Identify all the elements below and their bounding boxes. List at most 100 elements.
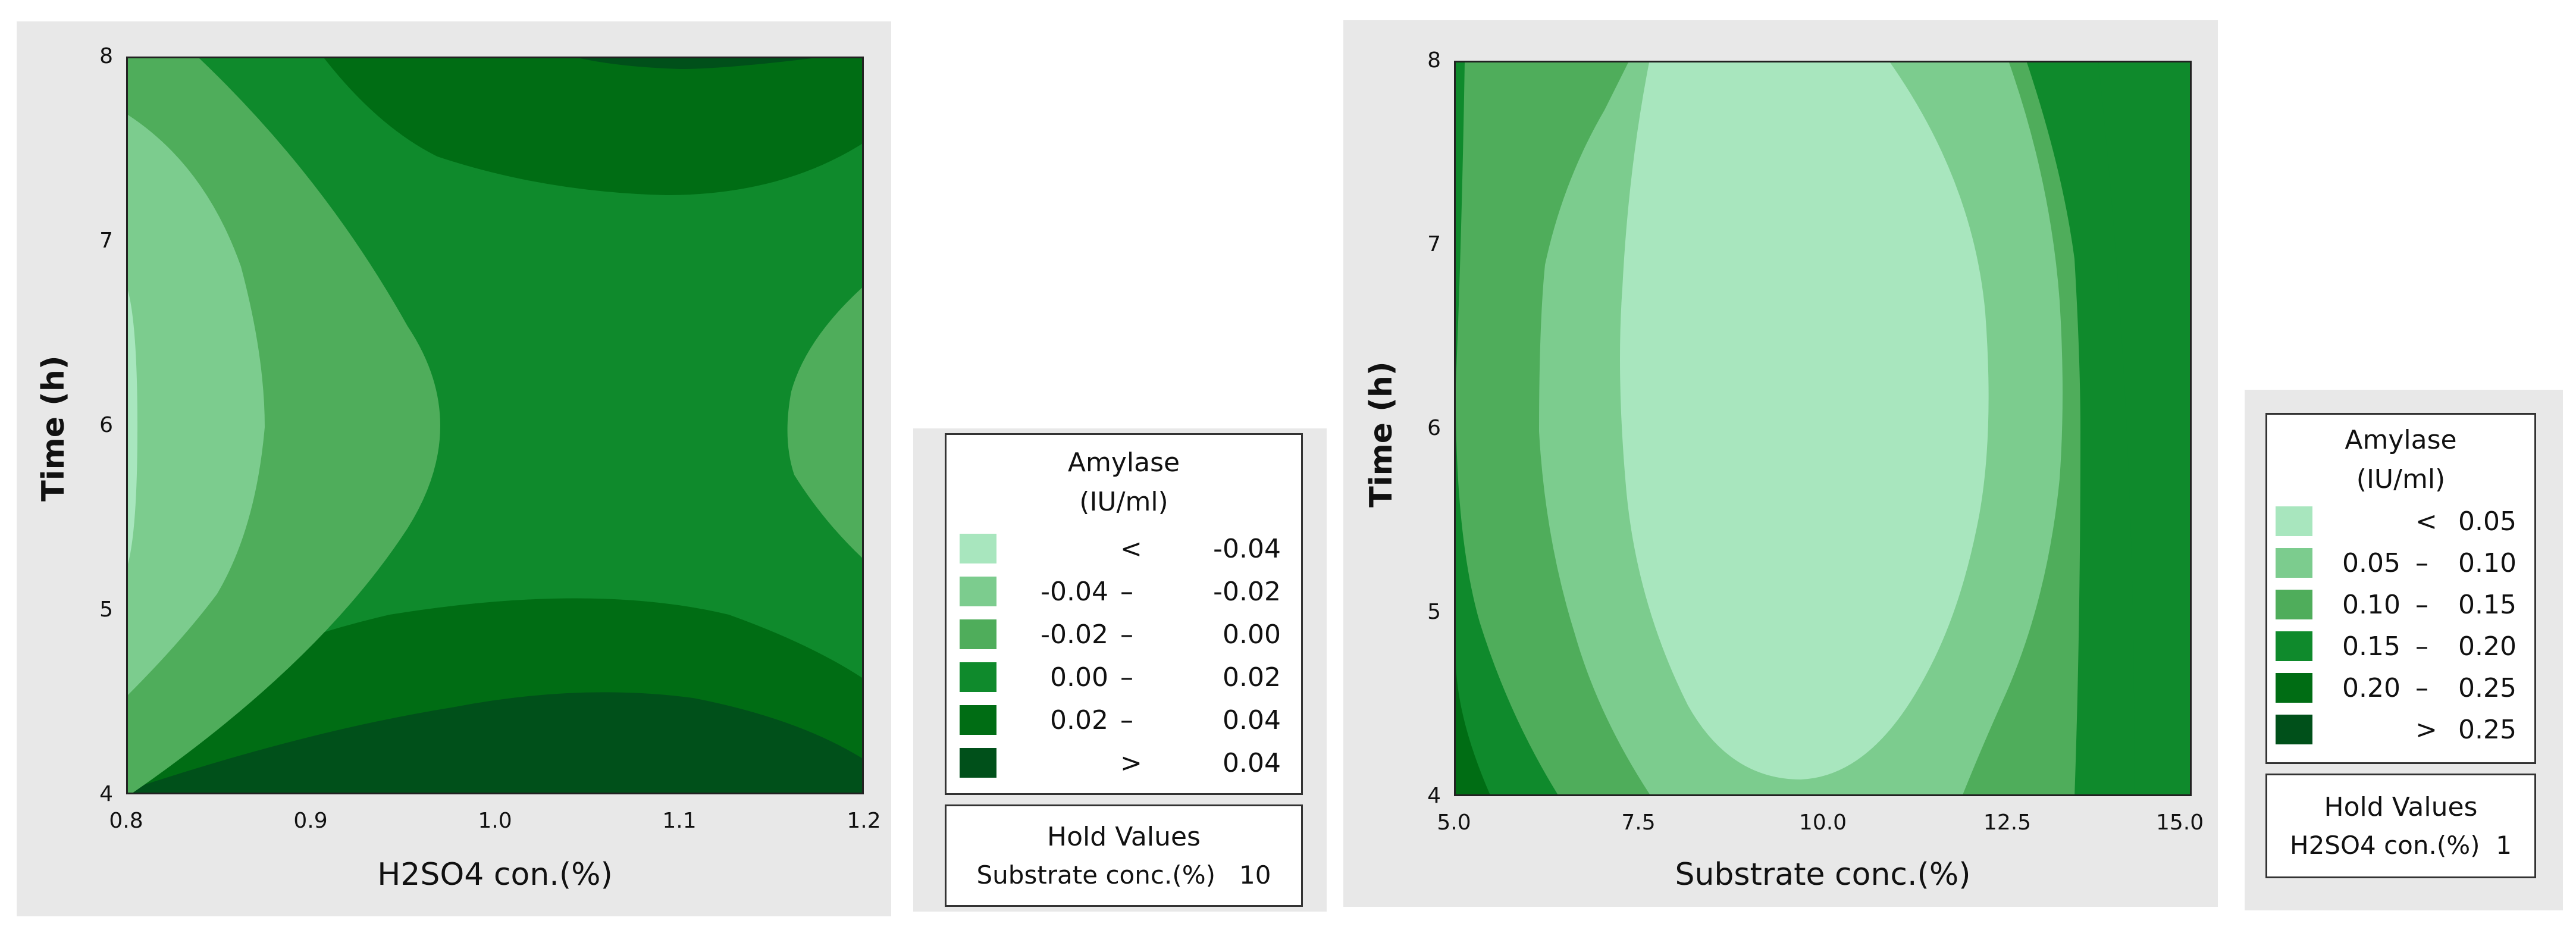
legend-separator: – (1120, 705, 1133, 735)
legend-separator: < (2415, 506, 2437, 537)
chart1-ytick-4: 4 (99, 782, 113, 806)
legend-low-value: 0.10 (2342, 590, 2400, 620)
chart2-xtick-12.5: 12.5 (1983, 810, 2032, 835)
chart2-legend-units: (IU/ml) (2356, 464, 2446, 494)
legend-high-value: -0.02 (1213, 577, 1281, 607)
chart1-y-axis-label: Time (h) (36, 355, 71, 502)
chart1-ytick-7: 7 (99, 228, 113, 253)
legend-separator: – (1120, 662, 1133, 693)
chart2-hold-value: 1 (2496, 831, 2512, 860)
chart1-xtick-0.9: 0.9 (293, 809, 328, 833)
chart1-ytick-6: 6 (99, 413, 113, 437)
chart2-plot-area (1454, 61, 2192, 796)
legend-swatch (960, 577, 996, 606)
legend-high-value: 0.04 (1223, 705, 1281, 735)
legend-separator: < (1120, 534, 1142, 564)
chart2-region-med-right (2098, 62, 2190, 794)
chart1-legend-units: (IU/ml) (1079, 487, 1168, 517)
legend-separator: – (2415, 631, 2428, 662)
chart1-hold-line: Substrate conc.(%) 10 (947, 857, 1301, 893)
chart1-legend-entry: >0.04 (960, 746, 1281, 781)
chart2-hold-title: Hold Values (2324, 792, 2478, 822)
chart2-legend-entry: 0.05–0.10 (2276, 546, 2517, 581)
legend-high-value: 0.04 (1223, 748, 1281, 778)
chart2-xtick-15.0: 15.0 (2156, 810, 2204, 835)
legend-swatch (960, 619, 996, 649)
chart1-legend-entry: -0.04– -0.02 (960, 574, 1281, 610)
chart1-legend-entry: -0.02– 0.00 (960, 617, 1281, 653)
chart2-xtick-7.5: 7.5 (1621, 810, 1656, 835)
chart1-hold-title: Hold Values (1047, 822, 1201, 852)
legend-high-value: 0.05 (2458, 506, 2517, 537)
legend-swatch (960, 534, 996, 563)
chart2-contour-svg (1456, 62, 2190, 794)
chart2-legend-entry: 0.10–0.15 (2276, 587, 2517, 623)
legend-high-value: 0.02 (1223, 662, 1281, 693)
legend-low-value: 0.15 (2342, 631, 2400, 662)
chart1-contour-svg (128, 58, 862, 793)
legend-low-value: 0.00 (1050, 662, 1108, 693)
legend-low-value: 0.05 (2342, 548, 2400, 578)
chart1-region-right-mid (787, 287, 862, 558)
legend-high-value: 0.00 (1223, 619, 1281, 650)
legend-low-value: -0.04 (1041, 577, 1108, 607)
legend-separator: – (2415, 673, 2428, 703)
legend-separator: – (1120, 619, 1133, 650)
chart2-legend-title: Amylase (2345, 425, 2457, 455)
chart1-ytick-5: 5 (99, 597, 113, 622)
chart2-region-lightest (1620, 62, 1989, 779)
chart1-region-top-dark (324, 58, 862, 195)
chart1-ytick-8: 8 (99, 44, 113, 68)
legend-high-value: 0.15 (2458, 590, 2517, 620)
chart2-ytick-4: 4 (1427, 784, 1441, 808)
chart2-ytick-5: 5 (1427, 600, 1441, 624)
legend-swatch (960, 705, 996, 735)
chart2-legend-entry: >0.25 (2276, 712, 2517, 748)
legend-high-value: -0.04 (1213, 534, 1281, 564)
chart2-legend-entry: 0.20–0.25 (2276, 671, 2517, 706)
legend-high-value: 0.25 (2458, 673, 2517, 703)
legend-high-value: 0.25 (2458, 715, 2517, 745)
chart2-legend-entry: 0.15–0.20 (2276, 629, 2517, 665)
chart2-y-axis-label: Time (h) (1364, 361, 1399, 508)
chart2-legend-entry: <0.05 (2276, 504, 2517, 540)
chart1-region-left-light (128, 58, 265, 695)
legend-swatch (2276, 631, 2312, 661)
legend-swatch (2276, 590, 2312, 619)
chart2-x-axis-label: Substrate conc.(%) (1675, 857, 1971, 893)
chart2-ytick-8: 8 (1427, 48, 1441, 73)
legend-low-value: 0.02 (1050, 705, 1108, 735)
chart1-plot-area (126, 57, 864, 794)
legend-swatch (2276, 548, 2312, 578)
chart1-hold-variable: Substrate conc.(%) (976, 860, 1215, 890)
legend-low-value: -0.02 (1041, 619, 1108, 650)
chart1-region-top-darkest (580, 58, 812, 69)
legend-swatch (960, 662, 996, 692)
legend-high-value: 0.10 (2458, 548, 2517, 578)
chart2-xtick-10.0: 10.0 (1798, 810, 1847, 835)
chart1-legend-entry: 0.00– 0.02 (960, 660, 1281, 696)
chart2-xtick-5.0: 5.0 (1437, 810, 1471, 835)
legend-high-value: 0.20 (2458, 631, 2517, 662)
chart1-region-left-lightest (128, 290, 137, 564)
chart1-legend-entry: 0.02– 0.04 (960, 703, 1281, 738)
chart1-xtick-0.8: 0.8 (109, 809, 143, 833)
chart2-ytick-6: 6 (1427, 416, 1441, 440)
chart2-hold-line: H2SO4 con.(%) 1 (2267, 828, 2534, 863)
legend-separator: – (1120, 577, 1133, 607)
legend-swatch (2276, 715, 2312, 744)
chart1-xtick-1.1: 1.1 (662, 809, 697, 833)
chart1-x-axis-label: H2SO4 con.(%) (377, 857, 613, 893)
legend-low-value: 0.20 (2342, 673, 2400, 703)
legend-swatch (960, 748, 996, 778)
legend-separator: – (2415, 590, 2428, 620)
chart2-ytick-7: 7 (1427, 232, 1441, 256)
legend-separator: – (2415, 548, 2428, 578)
chart2-hold-values: Hold Values H2SO4 con.(%) 1 (2265, 774, 2536, 878)
chart1-xtick-1.2: 1.2 (847, 809, 881, 833)
chart1-region-bottom-darkest (128, 692, 862, 793)
chart1-hold-values: Hold Values Substrate conc.(%) 10 (945, 804, 1303, 907)
legend-swatch (2276, 506, 2312, 536)
chart1-hold-value: 10 (1239, 860, 1271, 890)
chart1-legend-entry: < -0.04 (960, 531, 1281, 567)
